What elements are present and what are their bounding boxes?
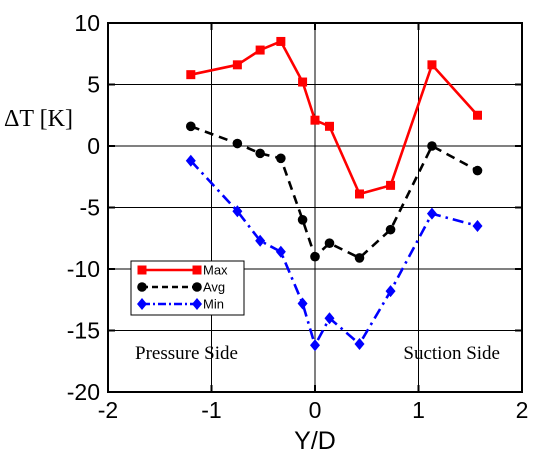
max-data-point (310, 115, 320, 125)
avg-data-point (310, 251, 320, 262)
series-min (185, 154, 483, 352)
legend-label-min: Min (203, 297, 224, 312)
avg-data-point (232, 138, 243, 149)
suction-side-annotation: Suction Side (403, 343, 500, 364)
legend-marker-min (137, 298, 147, 310)
min-data-point (275, 245, 286, 258)
x-tick-label: -2 (98, 397, 118, 423)
avg-data-point (255, 148, 265, 159)
x-tick-label: 0 (309, 397, 322, 423)
legend: Max Avg Min (130, 260, 245, 316)
y-tick-label: -10 (67, 256, 100, 282)
legend-items: Max Avg Min (137, 263, 228, 312)
avg-data-point (354, 253, 365, 263)
legend-marker-avg (137, 282, 147, 292)
avg-data-point (297, 215, 308, 225)
series-max (186, 36, 482, 199)
avg-data-point (324, 238, 335, 248)
legend-marker-avg (192, 282, 202, 292)
avg-data-point (385, 224, 396, 235)
min-data-point (232, 205, 243, 218)
legend-item-avg: Avg (137, 280, 225, 295)
y-tick-label: -15 (67, 318, 100, 344)
max-data-point (355, 189, 365, 199)
min-data-point (310, 339, 320, 352)
min-data-point (426, 207, 437, 220)
legend-item-max: Max (137, 263, 228, 278)
series-line-min (189, 159, 478, 347)
y-axis-label: ΔT [K] (4, 106, 73, 132)
min-data-point (324, 312, 335, 325)
x-tick-label: 1 (412, 397, 425, 423)
max-data-point (427, 60, 437, 70)
avg-data-point (427, 141, 437, 151)
legend-marker-max (137, 265, 147, 275)
min-data-point (297, 297, 308, 310)
legend-item-min: Min (137, 297, 224, 312)
max-data-point (255, 45, 265, 55)
y-tick-label: -5 (80, 195, 100, 221)
y-tick-label: 0 (87, 133, 100, 159)
avg-data-point (186, 121, 196, 132)
y-tick-label: -20 (67, 379, 100, 405)
max-data-point (232, 60, 242, 70)
y-tick-label: 5 (87, 72, 100, 98)
avg-data-point (276, 153, 286, 164)
grid-lines (108, 23, 522, 392)
legend-marker-max (192, 265, 202, 275)
avg-data-point (472, 165, 483, 176)
max-data-point (472, 110, 482, 120)
min-data-point (255, 234, 266, 247)
max-data-point (386, 180, 396, 190)
x-tick-label: 2 (516, 397, 529, 423)
min-data-point (185, 154, 196, 167)
min-data-point (385, 285, 396, 298)
pressure-side-annotation: Pressure Side (135, 343, 238, 364)
max-data-point (186, 70, 196, 80)
series-layer (185, 36, 483, 352)
legend-label-max: Max (203, 263, 228, 278)
max-data-point (276, 36, 286, 46)
min-data-point (354, 338, 365, 351)
max-data-point (298, 77, 308, 87)
x-tick-label: -1 (201, 397, 221, 423)
legend-marker-min (192, 298, 202, 310)
max-data-point (324, 121, 334, 131)
legend-label-avg: Avg (203, 280, 225, 295)
min-data-point (472, 219, 483, 232)
x-axis-label: Y/D (294, 427, 336, 455)
series-avg (186, 121, 483, 263)
y-tick-label: 10 (74, 10, 100, 36)
